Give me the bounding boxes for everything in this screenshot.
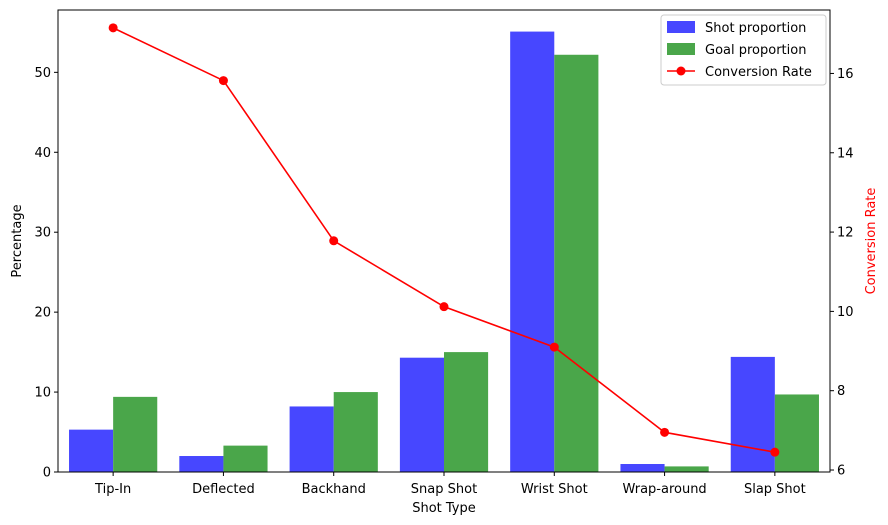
bar-goal-proportion bbox=[444, 352, 489, 472]
line-layer bbox=[108, 23, 780, 457]
legend-label-shot-proportion: Shot proportion bbox=[705, 21, 806, 36]
y-tick-label: 10 bbox=[34, 386, 51, 401]
bar-goal-proportion bbox=[113, 396, 158, 472]
legend: Shot proportion Goal proportion Conversi… bbox=[660, 14, 827, 86]
bar-shot-proportion bbox=[620, 464, 665, 472]
x-tick-label: Backhand bbox=[302, 482, 366, 497]
legend-swatch-shot-proportion bbox=[667, 21, 695, 33]
bar-goal-proportion bbox=[554, 54, 599, 473]
legend-label-goal-proportion: Goal proportion bbox=[705, 43, 806, 58]
x-tick-label: Snap Shot bbox=[411, 482, 477, 497]
left-axis-ticks: 0 10 20 30 40 50 bbox=[34, 66, 58, 481]
y-axis-right-title: Conversion Rate bbox=[864, 188, 879, 295]
bar-shot-proportion bbox=[179, 456, 224, 472]
conversion-rate-point bbox=[549, 342, 559, 352]
legend-swatch-goal-proportion bbox=[667, 43, 695, 55]
x-tick-label: Wrap-around bbox=[622, 482, 706, 497]
x-tick-label: Tip-In bbox=[94, 482, 131, 497]
bar-shot-proportion bbox=[289, 406, 334, 472]
y-right-tick-label: 12 bbox=[837, 226, 854, 241]
bar-goal-proportion bbox=[664, 466, 709, 472]
conversion-rate-point bbox=[770, 447, 780, 457]
conversion-rate-point bbox=[108, 23, 118, 33]
bar-shot-proportion bbox=[399, 357, 444, 472]
x-tick-label: Slap Shot bbox=[744, 482, 806, 497]
conversion-rate-point bbox=[660, 427, 670, 437]
x-axis-ticks: Tip-In Deflected Backhand Snap Shot Wrist Sh… bbox=[94, 472, 806, 497]
legend-frame bbox=[660, 14, 827, 86]
conversion-rate-point bbox=[218, 76, 228, 86]
y-right-tick-label: 14 bbox=[837, 146, 854, 161]
y-axis-title: Percentage bbox=[10, 204, 25, 277]
y-tick-label: 50 bbox=[34, 66, 51, 81]
y-tick-label: 0 bbox=[43, 466, 51, 481]
bar-goal-proportion bbox=[223, 445, 268, 472]
x-tick-label: Wrist Shot bbox=[521, 482, 588, 497]
y-tick-label: 20 bbox=[34, 306, 51, 321]
y-right-tick-label: 8 bbox=[837, 384, 845, 399]
conversion-rate-point bbox=[439, 302, 449, 312]
y-tick-label: 40 bbox=[34, 146, 51, 161]
right-axis-ticks: 6 8 10 12 14 16 bbox=[830, 67, 854, 479]
bar-shot-proportion bbox=[730, 356, 775, 472]
x-axis-title: Shot Type bbox=[412, 501, 476, 516]
y-right-tick-label: 16 bbox=[837, 67, 854, 82]
y-right-tick-label: 10 bbox=[837, 305, 854, 320]
legend-marker-conversion-rate bbox=[676, 66, 686, 76]
bar-goal-proportion bbox=[333, 392, 378, 472]
bar-shot-proportion bbox=[510, 31, 555, 473]
conversion-rate-point bbox=[329, 236, 339, 246]
y-tick-label: 30 bbox=[34, 226, 51, 241]
bar-shot-proportion bbox=[69, 429, 114, 472]
x-tick-label: Deflected bbox=[192, 482, 255, 497]
y-right-tick-label: 6 bbox=[837, 464, 845, 479]
bars-layer bbox=[69, 31, 819, 473]
legend-label-conversion-rate: Conversion Rate bbox=[705, 65, 812, 80]
bar-goal-proportion bbox=[774, 394, 819, 472]
